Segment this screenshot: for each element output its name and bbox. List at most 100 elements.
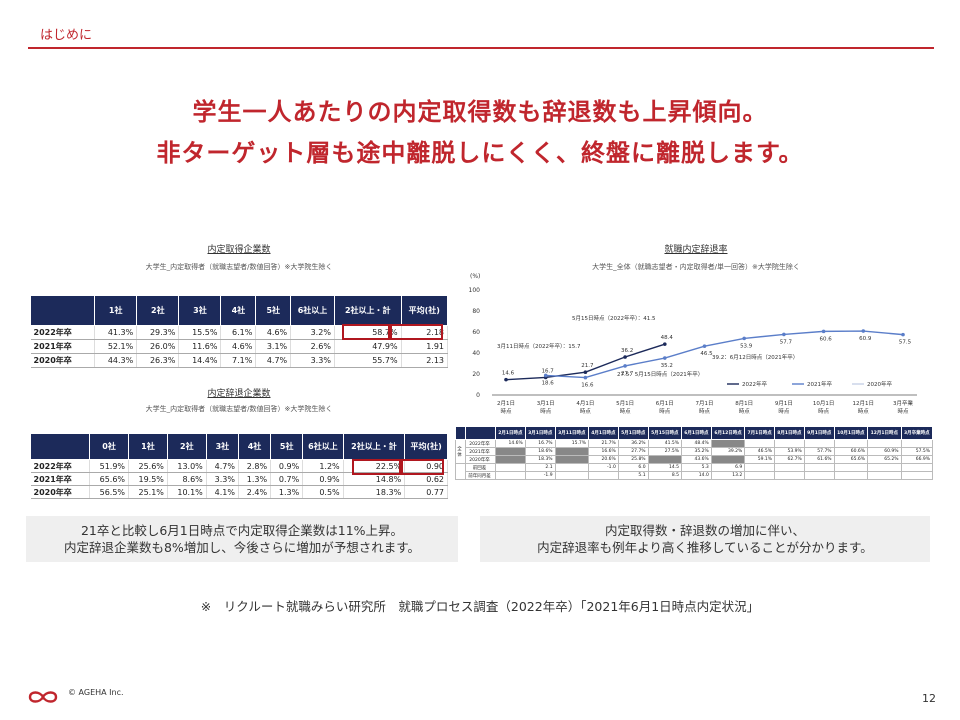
x-tick-label: 時点 [620, 407, 632, 415]
table-cell [554, 447, 590, 456]
row-header: 2021年卒 [30, 339, 96, 354]
table-cell: 5.3 [681, 463, 712, 472]
table-cell: 27.7% [617, 447, 649, 456]
data-point [583, 370, 588, 375]
table-cell: 39.2% [710, 447, 746, 456]
row-header: 2021年卒 [464, 447, 497, 456]
left-summary-line-1: 21卒と比較し6月1日時点で内定取得企業数は11%上昇。 [80, 523, 404, 538]
column-header: 2社以上・計 [333, 295, 402, 326]
table-cell [900, 471, 934, 480]
y-tick-label: 60 [472, 329, 480, 336]
table-cell [774, 463, 805, 472]
highlight-box [390, 324, 443, 340]
x-tick-label: 3月卒業 [893, 399, 913, 407]
row-header: 前回差 [464, 463, 497, 472]
table-cell: 43.6% [681, 455, 712, 464]
y-tick-label: 80 [472, 308, 480, 315]
chart-annotation: 39.2：6月12日時点（2021年卒） [712, 353, 798, 361]
table-cell: 0.62 [404, 472, 448, 486]
table-cell: -1.0 [588, 463, 619, 472]
table-cell: 22.5% [343, 459, 406, 473]
x-tick-label: 10月1日 [813, 400, 835, 407]
table-cell: 65.6% [833, 455, 869, 464]
table-cell [833, 463, 869, 472]
x-tick-label: 時点 [699, 407, 711, 415]
table-cell: 56.5% [89, 485, 130, 499]
table-cell: 2.13 [401, 353, 449, 368]
table-cell: 1.3% [238, 472, 272, 486]
table-cell: 2.8% [238, 459, 272, 473]
column-header: 8月1日時点 [774, 426, 805, 440]
table-cell: 57.7% [803, 447, 835, 456]
data-point [543, 373, 548, 378]
table-cell: 1.91 [401, 339, 449, 354]
data-label: 16.7 [542, 368, 555, 374]
table-cell: 3.3% [206, 472, 239, 486]
column-header: 12月1日時点 [867, 426, 902, 440]
data-label: 60.6 [819, 336, 832, 342]
x-tick-label: 時点 [778, 407, 790, 415]
table-cell: 3.2% [290, 325, 335, 340]
y-axis-unit: (%) [470, 273, 480, 280]
column-header: 7月1日時点 [744, 426, 776, 440]
data-label: 14.6 [502, 371, 515, 377]
table-cell: 14.4% [178, 353, 222, 368]
column-header [29, 295, 96, 326]
table-cell: 29.3% [136, 325, 180, 340]
table-cell [710, 439, 746, 448]
table-cell: 46.5% [744, 447, 776, 456]
table-cell: 18.3% [343, 485, 406, 499]
table-cell: 20.6% [588, 455, 619, 464]
table-cell: 6.9 [710, 463, 746, 472]
data-label: 48.4 [661, 335, 674, 341]
table-cell: 5.1 [617, 471, 649, 480]
table-cell: 21.7% [588, 439, 619, 448]
table-cell [900, 439, 934, 448]
table-cell [867, 463, 902, 472]
row-group-label: 全体 [455, 439, 466, 464]
x-tick-label: 6月1日 [656, 400, 674, 407]
offers-table: 1社 2社 3社 4社 5社 6社以上 2社以上・計 平均(社) 2022年卒 41.3% 29.… [29, 295, 449, 368]
table-cell: -1.9 [524, 471, 556, 480]
table-cell: 6.1% [220, 325, 257, 340]
ageha-logo-icon [28, 691, 58, 703]
table-cell [588, 471, 619, 480]
table-cell: 65.2% [867, 455, 902, 464]
x-tick-label: 時点 [739, 407, 751, 415]
column-header: 1社 [128, 433, 168, 460]
table-cell [554, 463, 590, 472]
data-point [861, 329, 866, 333]
source-note: ※ リクルート就職みらい研究所 就職プロセス調査（2022年卒）「2021年6月… [200, 599, 760, 614]
page-number: 12 [922, 692, 936, 705]
table-cell: 25.8% [617, 455, 649, 464]
table-cell: 4.1% [206, 485, 239, 499]
table-cell: 1.3% [270, 485, 304, 499]
row-header: 2021年卒 [30, 472, 91, 486]
table-cell: 48.4% [681, 439, 712, 448]
table-cell [744, 463, 776, 472]
table-cell: 16.7% [524, 439, 556, 448]
data-label: 60.9 [859, 336, 872, 342]
declines-table-title: 内定辞退企業数 [207, 389, 271, 399]
table-cell: 14.5 [647, 463, 683, 472]
table-cell: 15.5% [178, 325, 222, 340]
row-header: 2020年卒 [30, 485, 91, 499]
table-cell: 18.6% [524, 447, 556, 456]
data-point [663, 342, 667, 346]
chart-annotation: 3月11日時点（2022年卒）：15.7 [497, 342, 581, 350]
row-header: 2022年卒 [464, 439, 497, 448]
table-cell: 36.2% [617, 439, 649, 448]
column-header: 1社 [94, 295, 138, 326]
table-cell: 52.1% [94, 339, 138, 354]
x-tick-label: 時点 [897, 407, 909, 415]
table-cell: 61.6% [803, 455, 835, 464]
table-row: 前回差 2.1 -1.0 6.0 14.5 5.3 6.9 [455, 463, 934, 480]
table-row: 2020年卒 56.5% 25.1% 10.1% 4.1% 2.4% 1.3% 0.5% 18.… [30, 485, 448, 499]
row-group-label [455, 463, 466, 480]
x-tick-label: 5月1日 [616, 400, 634, 407]
table-cell [744, 471, 776, 480]
column-header: 5社 [270, 433, 304, 460]
headline-line-2: 非ターゲット層も途中離脱しにくく、終盤に離脱します。 [156, 139, 804, 167]
data-label: 57.7 [780, 339, 793, 345]
table-cell [774, 439, 805, 448]
